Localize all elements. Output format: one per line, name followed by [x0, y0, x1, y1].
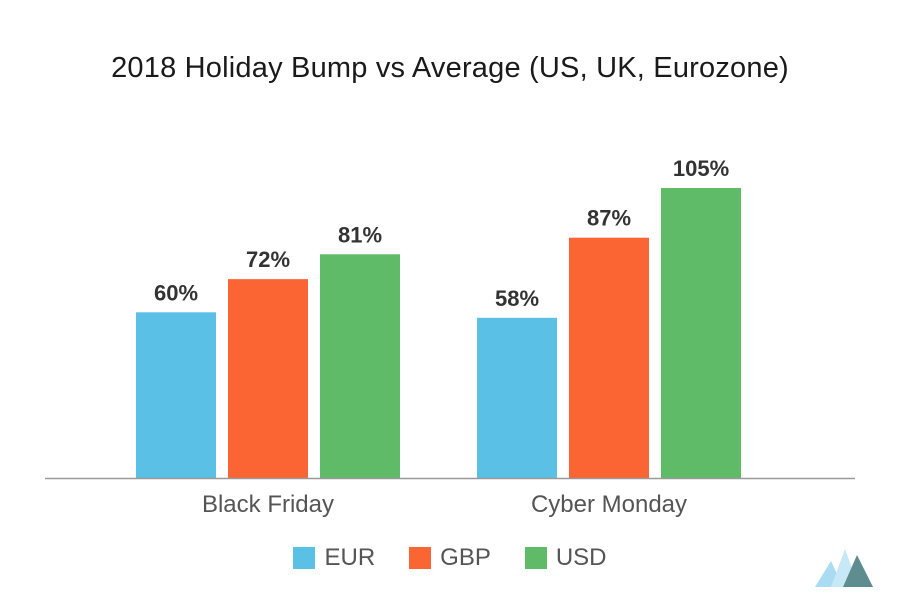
- data-label: 105%: [673, 156, 729, 181]
- legend-swatch: [524, 547, 547, 569]
- data-label: 60%: [154, 280, 198, 305]
- category-label: Black Friday: [202, 491, 334, 518]
- chart-title: 2018 Holiday Bump vs Average (US, UK, Eu…: [111, 52, 789, 84]
- legend-item-usd: USD: [524, 544, 607, 572]
- mountain-logo-icon: [815, 549, 873, 587]
- bar-gbp-black-friday: [228, 279, 308, 478]
- bar-usd-cyber-monday: [661, 188, 741, 478]
- legend-label: USD: [555, 544, 607, 571]
- legend-label: EUR: [324, 544, 376, 571]
- legend: EUR GBP USD: [0, 544, 900, 572]
- category-label: Cyber Monday: [531, 491, 687, 518]
- data-label: 87%: [587, 206, 631, 231]
- legend-item-eur: EUR: [293, 544, 375, 572]
- data-label: 81%: [338, 222, 382, 247]
- bar-eur-cyber-monday: [477, 317, 557, 478]
- legend-item-gbp: GBP: [409, 544, 491, 572]
- data-label: 58%: [495, 286, 539, 311]
- legend-label: GBP: [440, 544, 491, 571]
- bar-usd-black-friday: [320, 254, 400, 478]
- data-label: 72%: [246, 247, 290, 272]
- bar-eur-black-friday: [136, 312, 216, 478]
- legend-swatch: [409, 547, 432, 569]
- bar-gbp-cyber-monday: [569, 237, 649, 478]
- legend-swatch: [293, 547, 316, 569]
